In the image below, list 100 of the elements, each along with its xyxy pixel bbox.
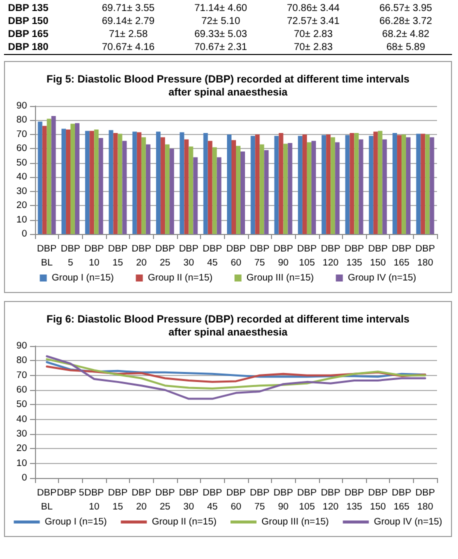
- x-tick-label: DBP 45: [202, 244, 222, 268]
- bar: [38, 122, 42, 234]
- bar: [255, 134, 260, 234]
- bar: [236, 146, 240, 234]
- legend-label: Group III (n=15): [262, 516, 329, 528]
- legend-label: Group III (n=15): [246, 272, 314, 284]
- y-tick-label: 20: [16, 200, 27, 212]
- text: 69.14± 2.79: [100, 15, 156, 28]
- bar: [430, 137, 434, 234]
- bar: [193, 157, 198, 234]
- legend-label: Group II (n=15): [152, 516, 217, 528]
- legend-label: Group II (n=15): [148, 272, 213, 284]
- bar: [397, 135, 402, 234]
- text: DBP 135: [7, 2, 50, 15]
- bar: [108, 130, 114, 234]
- bar: [302, 134, 307, 234]
- y-tick-label: 20: [16, 443, 27, 454]
- bar: [260, 144, 264, 234]
- x-tick-label: DBP 30: [178, 244, 198, 268]
- x-tick-label: DBP 90: [274, 244, 294, 268]
- text: 66.28± 3.72: [378, 15, 434, 28]
- text: 72.57± 3.41: [286, 15, 341, 28]
- bar: [212, 147, 217, 234]
- chart-title: Fig 6: Diastolic Blood Pressure (DBP) recorded at different time intervals after spinal anaesthesia: [46, 314, 410, 338]
- text: DBP 165: [7, 28, 50, 41]
- y-tick-label: 60: [16, 143, 27, 154]
- bar: [382, 139, 387, 234]
- x-tick-label: DBP 15: [108, 488, 128, 512]
- bar: [330, 137, 336, 234]
- x-tick-label: DBP 20: [132, 488, 152, 512]
- bar: [113, 133, 118, 234]
- x-tick-label: DBP 60: [226, 244, 246, 268]
- line-series: [46, 366, 426, 383]
- x-tick-label: DBP 150: [368, 244, 388, 268]
- x-tick-label: DBP 5: [60, 244, 80, 268]
- y-tick-label: 40: [16, 172, 27, 183]
- x-tick-label: DBP 105: [297, 244, 317, 268]
- x-tick-label: DBP BL: [37, 244, 57, 268]
- x-tick-label: DBP 15: [108, 244, 128, 268]
- text: 71± 2.58: [108, 28, 149, 41]
- bar: [402, 134, 406, 234]
- y-tick-label: 50: [16, 157, 27, 168]
- y-tick-label: 50: [16, 399, 27, 410]
- bar: [160, 137, 166, 234]
- y-tick-label: 30: [16, 186, 27, 197]
- x-tick-label: DBP 10: [84, 244, 104, 268]
- bar: [278, 133, 284, 234]
- bar: [335, 142, 340, 234]
- legend-label: Group I (n=15): [44, 516, 107, 528]
- x-tick-label: DBP 30: [178, 488, 198, 512]
- x-tick-label: DBP 75: [250, 244, 270, 268]
- bar: [326, 134, 331, 234]
- bar: [146, 144, 150, 234]
- bar: [180, 132, 184, 234]
- bar: [358, 139, 364, 234]
- bar: [136, 132, 142, 234]
- bar: [94, 129, 99, 234]
- x-tick-label: DBP 135: [344, 244, 364, 268]
- legend-label: Group IV (n=15): [348, 272, 416, 284]
- text: 70.67± 4.16: [100, 41, 156, 54]
- legend-label: Group I (n=15): [52, 272, 114, 284]
- text: DBP 150: [7, 15, 50, 28]
- bar: [165, 144, 170, 234]
- text: 66.57± 3.95: [378, 2, 434, 15]
- text: 72± 5.10: [200, 15, 242, 28]
- text: 69.71± 3.55: [100, 2, 156, 15]
- bar: [118, 134, 122, 234]
- bar: [406, 137, 411, 234]
- text: 68.2± 4.82: [381, 28, 430, 41]
- bar: [425, 134, 430, 234]
- bar: [274, 136, 279, 234]
- text: 71.14± 4.60: [193, 2, 248, 15]
- bar: [354, 133, 359, 234]
- x-tick-label: DBP 20: [132, 244, 152, 268]
- y-tick-label: 40: [16, 414, 27, 425]
- bar: [373, 132, 378, 234]
- bar: [420, 134, 426, 234]
- x-tick-label: DBP BL: [37, 488, 57, 512]
- bar: [322, 135, 326, 234]
- bar: [85, 130, 90, 234]
- bar: [156, 132, 161, 234]
- x-tick-label: DBP 180: [415, 244, 435, 268]
- x-tick-label: DBP 180: [415, 488, 435, 512]
- legend-label: Group IV (n=15): [374, 516, 442, 528]
- bar: [61, 128, 66, 234]
- x-tick-label: DBP 120: [320, 488, 340, 512]
- bar: [298, 136, 302, 234]
- bar: [283, 144, 288, 234]
- x-tick-label: DBP 165: [392, 488, 412, 512]
- bar: [122, 140, 127, 234]
- y-tick-label: 30: [16, 428, 27, 440]
- bar: [66, 129, 70, 234]
- text: 70± 2.83: [292, 28, 334, 41]
- bar: [141, 137, 146, 234]
- y-tick-label: 90: [16, 340, 27, 352]
- line-series: [46, 358, 426, 390]
- x-tick-label: DBP 150: [368, 488, 388, 512]
- bar: [368, 136, 374, 234]
- bar: [250, 136, 256, 234]
- text: 68± 5.89: [385, 41, 426, 54]
